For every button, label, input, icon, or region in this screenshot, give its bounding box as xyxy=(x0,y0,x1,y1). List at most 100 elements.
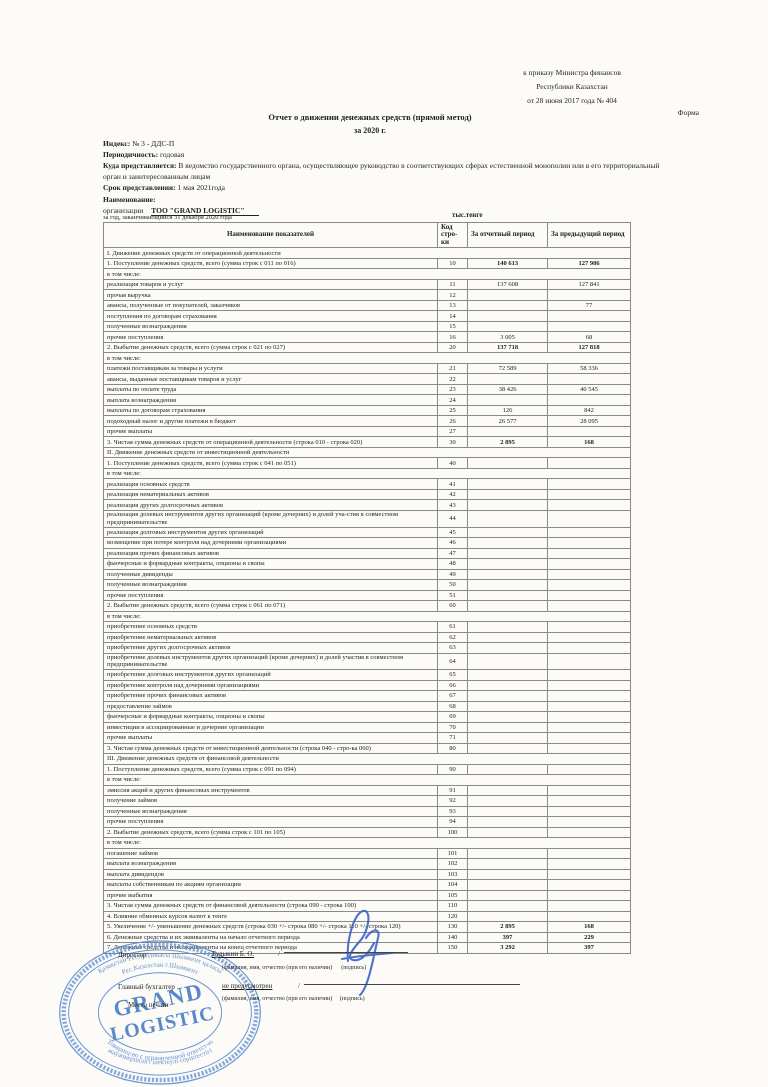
row-code: 27 xyxy=(437,426,468,438)
table-row: приобретение основных средств 61 xyxy=(103,621,631,633)
row-current-value xyxy=(467,711,548,723)
row-previous-value xyxy=(547,868,631,881)
row-label: реализация долевых инструментов других о… xyxy=(103,509,438,528)
seal-place-label: Место печати xyxy=(128,1001,169,1009)
row-label: приобретение основных средств xyxy=(103,621,438,633)
row-label: прочие поступления xyxy=(103,331,438,343)
table-row: выплата вознаграждения 24 xyxy=(103,394,631,406)
row-current-value: 140 613 xyxy=(467,258,548,270)
table-row: 1. Поступление денежных средств, всего (… xyxy=(103,457,631,469)
table-row: прочая выручка 12 xyxy=(103,289,631,301)
row-code: 61 xyxy=(437,621,468,633)
row-previous-value xyxy=(547,547,631,559)
row-code: 66 xyxy=(437,679,468,692)
row-previous-value xyxy=(547,732,631,744)
director-label: Директор xyxy=(118,951,147,959)
row-previous-value xyxy=(547,805,631,818)
table-row: приобретение контроля над дочерними орга… xyxy=(103,679,631,692)
table-row: прочие выплаты 71 xyxy=(103,732,631,744)
row-previous-value xyxy=(547,579,631,591)
row-previous-value xyxy=(547,526,631,538)
table-row: фьючерсные и форвардные контракты, опцио… xyxy=(103,711,631,723)
table-header: Наименование показателей Код стро-ки За … xyxy=(103,221,631,249)
row-code: 26 xyxy=(437,415,468,427)
row-label: выплата вознаграждения xyxy=(103,858,438,870)
table-row: реализация долевых инструментов других о… xyxy=(103,509,631,528)
row-label: выплаты по оплате труда xyxy=(103,384,438,396)
table-row: выплаты собственникам по акциям организа… xyxy=(103,879,631,891)
table-row: инвестиции в ассоциированные и дочерние … xyxy=(103,721,631,734)
row-label: прочие поступления xyxy=(103,589,438,601)
row-code: 12 xyxy=(437,289,468,301)
row-code: 80 xyxy=(437,742,468,755)
row-label: полученные вознаграждения xyxy=(103,805,438,818)
row-label: 1. Поступление денежных средств, всего (… xyxy=(103,457,438,469)
period-note: за год, заканчивающийся 31 декабря 2020 … xyxy=(103,214,232,221)
approval-line: от 28 июня 2017 года № 404 xyxy=(527,96,617,105)
row-label: прочие выплаты xyxy=(103,426,438,438)
table-row: получение займов 92 xyxy=(103,795,631,807)
row-previous-value xyxy=(547,669,631,681)
row-previous-value xyxy=(547,721,631,734)
submit-to-value: В ведомство государственного органа, осу… xyxy=(103,161,660,181)
table-row: 2. Выбытие денежных средств, всего (сумм… xyxy=(103,342,631,354)
row-current-value xyxy=(467,795,548,807)
table-row: прочие поступления 51 xyxy=(103,589,631,601)
row-current-value xyxy=(467,826,548,839)
row-code: 101 xyxy=(437,847,468,860)
row-label: авансы, выданные поставщикам товаров и у… xyxy=(103,373,438,385)
row-label: прочие выбытия xyxy=(103,889,438,902)
row-code: 20 xyxy=(437,342,468,354)
row-current-value xyxy=(467,816,548,828)
row-code: 51 xyxy=(437,589,468,601)
row-previous-value: 127 986 xyxy=(547,258,631,270)
row-current-value xyxy=(467,579,548,591)
row-code: 10 xyxy=(437,258,468,270)
slash: / xyxy=(278,950,280,958)
row-label: выплата вознаграждения xyxy=(103,394,438,406)
row-code: 64 xyxy=(437,652,468,671)
row-previous-value xyxy=(547,679,631,692)
section-row: III. Движение денежных средств от финанс… xyxy=(103,753,631,765)
row-label: 1. Поступление денежных средств, всего (… xyxy=(103,763,438,776)
section-label: в том числе: xyxy=(103,268,631,280)
row-current-value xyxy=(467,547,548,559)
row-current-value xyxy=(467,621,548,633)
row-code: 110 xyxy=(437,900,468,912)
deadline-value: 1 мая 2021года xyxy=(177,183,226,192)
row-current-value: 137 718 xyxy=(467,342,548,354)
row-current-value xyxy=(467,321,548,333)
row-code: 102 xyxy=(437,858,468,870)
row-code: 90 xyxy=(437,763,468,776)
row-code: 11 xyxy=(437,279,468,291)
section-row: в том числе: xyxy=(103,774,631,786)
table-row: погашение займов 101 xyxy=(103,847,631,860)
table-row: приобретение прочих финансовых активов 67 xyxy=(103,690,631,702)
row-previous-value xyxy=(547,889,631,902)
table-row: реализация нематериальных активов 42 xyxy=(103,489,631,501)
section-label: III. Движение денежных средств от финанс… xyxy=(103,753,631,765)
row-current-value: 26 577 xyxy=(467,415,548,427)
row-label: приобретение нематериальных активов xyxy=(103,631,438,643)
stamp-inner-ring xyxy=(97,972,223,1053)
section-row: в том числе: xyxy=(103,610,631,622)
header-name: Наименование показателей xyxy=(103,221,438,249)
row-label: приобретение контроля над дочерними орга… xyxy=(103,679,438,692)
row-label: погашение займов xyxy=(103,847,438,860)
chief-caption: (фамилия, имя, отчество (при его наличии… xyxy=(222,996,365,1002)
row-code: 25 xyxy=(437,405,468,417)
row-current-value xyxy=(467,489,548,501)
row-previous-value: 68 xyxy=(547,331,631,343)
row-current-value xyxy=(467,499,548,511)
chief-signature-line xyxy=(304,976,520,985)
row-code: 71 xyxy=(437,732,468,744)
row-previous-value: 229 xyxy=(547,931,631,944)
table-row: 2. Выбытие денежных средств, всего (сумм… xyxy=(103,600,631,612)
row-previous-value xyxy=(547,879,631,891)
row-code: 94 xyxy=(437,816,468,828)
row-previous-value: 168 xyxy=(547,921,631,933)
table-row: реализация долговых инструментов других … xyxy=(103,526,631,538)
row-current-value xyxy=(467,669,548,681)
periodicity-value: годовая xyxy=(159,150,185,159)
table-row: предоставление займов 68 xyxy=(103,700,631,713)
